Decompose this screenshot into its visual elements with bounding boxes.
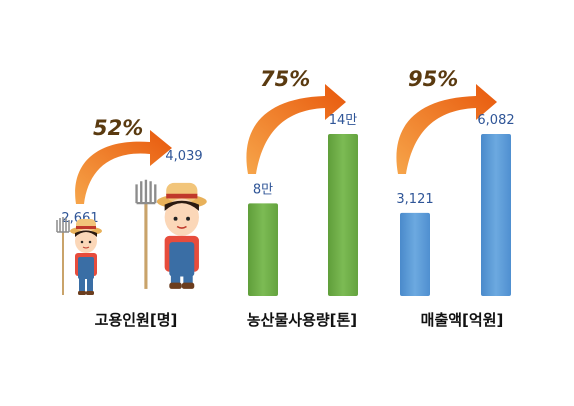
data-label: 6,082 <box>477 113 514 128</box>
category-label: 고용인원[명] <box>95 311 178 329</box>
group-employment: 52% 2,661 4,039 <box>56 116 207 329</box>
bar <box>328 134 358 296</box>
farmer-icon <box>56 217 102 295</box>
data-label: 3,121 <box>396 192 433 207</box>
category-label: 농산물사용량[톤] <box>247 311 357 329</box>
category-label: 매출액[억원] <box>421 311 504 329</box>
growth-arrow-icon <box>246 84 346 174</box>
growth-label: 52% <box>93 116 143 140</box>
bar <box>248 203 278 296</box>
bar-group: 8만 14만 <box>248 113 358 296</box>
farmer-icon <box>135 179 207 289</box>
growth-arrow-icon <box>396 84 497 174</box>
data-label: 4,039 <box>165 149 202 164</box>
data-label: 8만 <box>253 182 273 197</box>
growth-label: 95% <box>408 67 458 91</box>
bar-group: 3,121 6,082 <box>396 113 515 296</box>
group-produce-usage: 75% 8만 14만 농산물사용량[톤] <box>246 67 358 329</box>
bar <box>481 134 511 296</box>
data-label: 14만 <box>329 113 358 128</box>
bar <box>400 212 430 296</box>
growth-arrow-icon <box>75 130 172 204</box>
group-sales: 95% 3,121 6,082 매출액[억원] <box>396 67 514 329</box>
growth-label: 75% <box>260 67 310 91</box>
